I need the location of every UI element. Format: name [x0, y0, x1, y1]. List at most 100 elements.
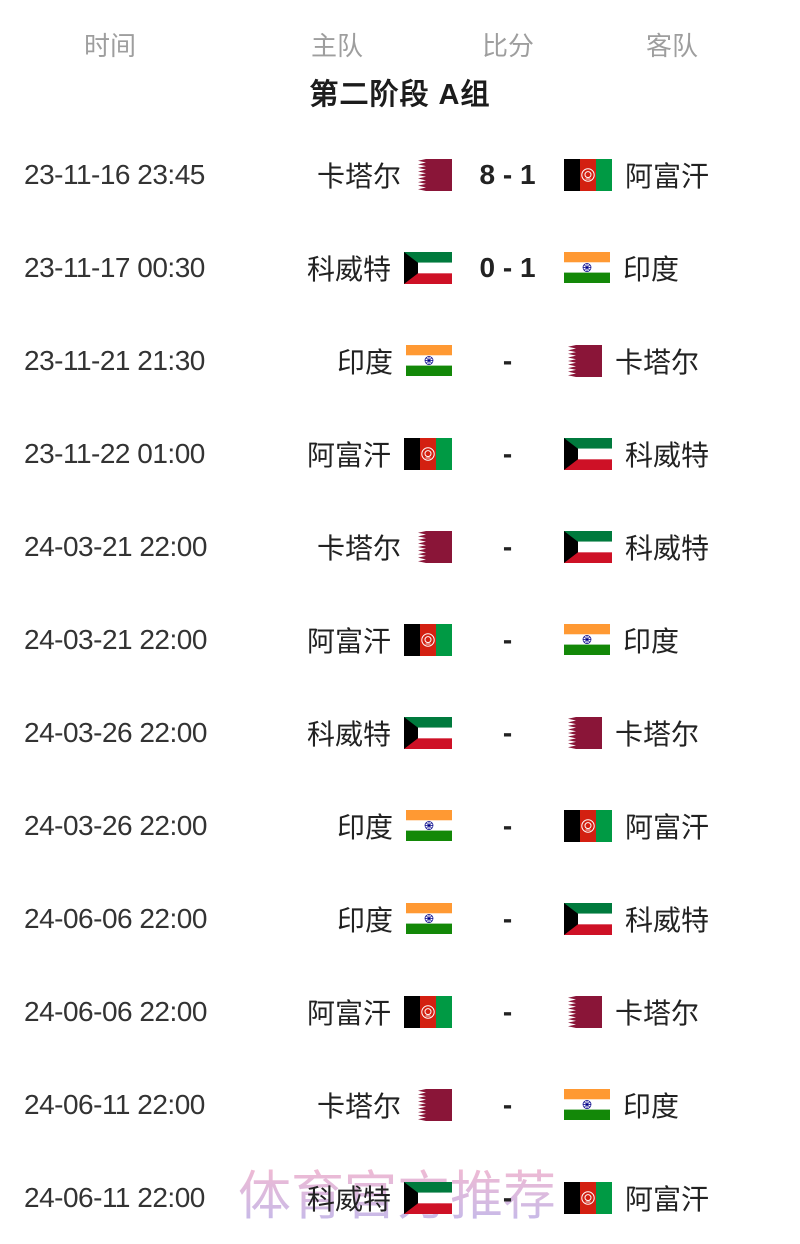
india-flag-icon [564, 1089, 610, 1120]
away-team-cell: 印度 [555, 248, 800, 288]
match-score: - [502, 995, 513, 1027]
match-score: - [502, 902, 513, 934]
qatar-flag-icon [564, 344, 602, 377]
match-score: - [502, 716, 513, 748]
home-team-cell: 科威特 [280, 248, 460, 288]
match-time: 23-11-17 00:30 [24, 251, 205, 283]
home-team-cell: 印度 [280, 806, 460, 846]
column-header-home: 主队 [310, 31, 364, 61]
afghanistan-flag-icon [404, 437, 452, 470]
match-time: 24-03-21 22:00 [24, 623, 207, 655]
home-team-name: 阿富汗 [306, 625, 391, 657]
home-team-cell: 卡塔尔 [280, 155, 460, 195]
section-title: 第二阶段 A组 [309, 79, 491, 111]
afghanistan-flag-icon [404, 995, 452, 1028]
afghanistan-flag-icon [564, 1181, 612, 1214]
away-team-cell: 科威特 [555, 434, 800, 474]
away-team-name: 科威特 [625, 439, 710, 471]
away-team-cell: 科威特 [555, 527, 800, 567]
away-team-cell: 阿富汗 [555, 806, 800, 846]
kuwait-flag-icon [564, 530, 612, 563]
match-time: 23-11-21 21:30 [24, 344, 205, 376]
match-score: - [502, 1181, 513, 1213]
home-team-cell: 卡塔尔 [280, 1085, 460, 1125]
afghanistan-flag-icon [564, 158, 612, 191]
match-score: - [502, 437, 513, 469]
kuwait-flag-icon [404, 1181, 452, 1214]
match-row[interactable]: 23-11-17 00:30 科威特 0 - 1 印度 [0, 221, 800, 314]
column-header-score: 比分 [481, 31, 535, 61]
home-team-name: 印度 [336, 811, 393, 843]
away-team-name: 阿富汗 [625, 811, 710, 843]
home-team-cell: 阿富汗 [280, 434, 460, 474]
match-row[interactable]: 23-11-22 01:00 阿富汗 - 科威特 [0, 407, 800, 500]
match-row[interactable]: 24-06-06 22:00 阿富汗 - 卡塔尔 [0, 965, 800, 1058]
home-team-cell: 印度 [280, 899, 460, 939]
fixtures-list: 23-11-16 23:45 卡塔尔 8 - 1 阿富汗 23-11-17 00:30 科… [0, 128, 800, 1244]
home-team-name: 卡塔尔 [316, 532, 401, 564]
kuwait-flag-icon [404, 251, 452, 284]
match-time: 24-03-26 22:00 [24, 809, 207, 841]
away-team-cell: 阿富汗 [555, 155, 800, 195]
match-score: - [502, 809, 513, 841]
qatar-flag-icon [564, 716, 602, 749]
away-team-name: 印度 [623, 625, 680, 657]
home-team-name: 科威特 [306, 253, 391, 285]
home-team-cell: 科威特 [280, 1178, 460, 1218]
away-team-cell: 科威特 [555, 899, 800, 939]
qatar-flag-icon [414, 530, 452, 563]
column-header-away: 客队 [645, 31, 699, 61]
away-team-name: 卡塔尔 [615, 718, 700, 750]
away-team-name: 阿富汗 [625, 1183, 710, 1215]
home-team-name: 科威特 [306, 1183, 391, 1215]
match-row[interactable]: 23-11-21 21:30 印度 - 卡塔尔 [0, 314, 800, 407]
kuwait-flag-icon [404, 716, 452, 749]
match-time: 24-06-11 22:00 [24, 1181, 205, 1213]
india-flag-icon [406, 345, 452, 376]
home-team-cell: 科威特 [280, 713, 460, 753]
match-row[interactable]: 24-03-26 22:00 印度 - 阿富汗 [0, 779, 800, 872]
home-team-name: 阿富汗 [306, 997, 391, 1029]
match-time: 24-06-11 22:00 [24, 1088, 205, 1120]
home-team-name: 科威特 [306, 718, 391, 750]
afghanistan-flag-icon [404, 623, 452, 656]
home-team-name: 卡塔尔 [316, 1090, 401, 1122]
kuwait-flag-icon [564, 902, 612, 935]
match-time: 23-11-22 01:00 [24, 437, 205, 469]
india-flag-icon [406, 903, 452, 934]
away-team-cell: 阿富汗 [555, 1178, 800, 1218]
qatar-flag-icon [564, 995, 602, 1028]
match-row[interactable]: 24-06-06 22:00 印度 - 科威特 [0, 872, 800, 965]
india-flag-icon [564, 252, 610, 283]
away-team-cell: 卡塔尔 [555, 713, 800, 753]
away-team-name: 科威特 [625, 904, 710, 936]
away-team-name: 卡塔尔 [615, 346, 700, 378]
match-row[interactable]: 23-11-16 23:45 卡塔尔 8 - 1 阿富汗 [0, 128, 800, 221]
home-team-name: 印度 [336, 904, 393, 936]
column-header-time: 时间 [83, 31, 137, 61]
match-time: 24-03-21 22:00 [24, 530, 207, 562]
home-team-cell: 阿富汗 [280, 992, 460, 1032]
away-team-cell: 卡塔尔 [555, 341, 800, 381]
away-team-cell: 卡塔尔 [555, 992, 800, 1032]
match-score: 0 - 1 [479, 251, 536, 283]
match-row[interactable]: 24-03-21 22:00 卡塔尔 - 科威特 [0, 500, 800, 593]
match-row[interactable]: 24-06-11 22:00 卡塔尔 - 印度 [0, 1058, 800, 1151]
match-row[interactable]: 24-03-26 22:00 科威特 - 卡塔尔 [0, 686, 800, 779]
match-score: - [502, 344, 513, 376]
match-row[interactable]: 24-03-21 22:00 阿富汗 - 印度 [0, 593, 800, 686]
india-flag-icon [564, 624, 610, 655]
match-row[interactable]: 24-06-11 22:00 科威特 - 阿富汗 [0, 1151, 800, 1244]
match-score: 8 - 1 [479, 158, 536, 190]
qatar-flag-icon [414, 158, 452, 191]
afghanistan-flag-icon [564, 809, 612, 842]
away-team-name: 阿富汗 [625, 160, 710, 192]
kuwait-flag-icon [564, 437, 612, 470]
away-team-cell: 印度 [555, 1085, 800, 1125]
home-team-name: 阿富汗 [306, 439, 391, 471]
match-score: - [502, 530, 513, 562]
match-time: 24-06-06 22:00 [24, 902, 207, 934]
match-score: - [502, 623, 513, 655]
home-team-name: 印度 [336, 346, 393, 378]
away-team-name: 科威特 [625, 532, 710, 564]
